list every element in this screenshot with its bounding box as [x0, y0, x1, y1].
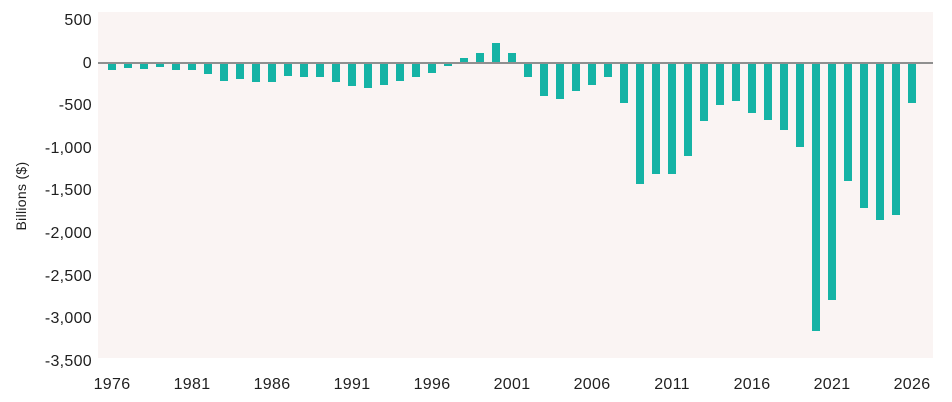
- bar-2006: [588, 63, 596, 85]
- bar-2021: [828, 63, 836, 301]
- bar-1999: [476, 52, 484, 64]
- bar-1994: [396, 63, 404, 81]
- bar-1991: [348, 63, 356, 87]
- x-tick-label-2016: 2016: [733, 376, 771, 393]
- bar-2020: [812, 63, 820, 331]
- bar-1986: [268, 63, 276, 83]
- bar-2026: [908, 63, 916, 103]
- bar-1993: [380, 63, 388, 86]
- bar-2013: [700, 63, 708, 122]
- bar-2011: [668, 63, 676, 175]
- x-tick-label-1996: 1996: [413, 376, 451, 393]
- bar-2022: [844, 63, 852, 181]
- bar-1982: [204, 63, 212, 75]
- bar-2004: [556, 63, 564, 99]
- bar-2018: [780, 63, 788, 130]
- bar-1980: [172, 63, 180, 70]
- bar-2019: [796, 63, 804, 148]
- bar-2025: [892, 63, 900, 216]
- bar-2023: [860, 63, 868, 209]
- x-tick-label-2011: 2011: [654, 376, 690, 393]
- bar-1985: [252, 63, 260, 82]
- bar-2017: [764, 63, 772, 121]
- bar-1988: [300, 63, 308, 77]
- x-tick-label-1991: 1991: [333, 376, 371, 393]
- bar-1996: [428, 63, 436, 73]
- bar-1976: [108, 63, 116, 70]
- x-tick-label-2006: 2006: [573, 376, 611, 393]
- y-tick-label-0: 0: [82, 54, 92, 72]
- bar-2001: [508, 52, 516, 64]
- x-tick-label-1986: 1986: [253, 376, 291, 393]
- bar-2014: [716, 63, 724, 105]
- y-tick-label--1000: -1,000: [44, 139, 92, 157]
- bar-1990: [332, 63, 340, 83]
- bar-1978: [140, 63, 148, 69]
- y-tick-label-500: 500: [64, 11, 92, 29]
- bar-1998: [460, 57, 468, 64]
- bar-1989: [316, 63, 324, 77]
- bar-1992: [364, 63, 372, 89]
- bar-1983: [220, 63, 228, 82]
- bar-2005: [572, 63, 580, 91]
- bar-2002: [524, 63, 532, 77]
- y-tick-label--2000: -2,000: [44, 225, 92, 243]
- bar-1997: [444, 63, 452, 66]
- bar-2000: [492, 43, 500, 64]
- bar-1995: [412, 63, 420, 78]
- y-tick-label--3500: -3,500: [44, 353, 92, 371]
- bar-2008: [620, 63, 628, 103]
- y-tick-label--3000: -3,000: [44, 310, 92, 328]
- bar-1987: [284, 63, 292, 77]
- bar-2024: [876, 63, 884, 220]
- y-tick-label--500: -500: [58, 97, 92, 115]
- bar-1979: [156, 63, 164, 67]
- bar-2015: [732, 63, 740, 101]
- y-tick-label--2500: -2,500: [44, 267, 92, 285]
- bar-2012: [684, 63, 692, 157]
- bar-2007: [604, 63, 612, 78]
- x-tick-label-1981: 1981: [173, 376, 211, 393]
- y-tick-label--1500: -1,500: [44, 182, 92, 200]
- x-tick-label-2021: 2021: [813, 376, 851, 393]
- bar-1984: [236, 63, 244, 80]
- x-tick-label-2026: 2026: [893, 376, 931, 393]
- bar-1977: [124, 63, 132, 69]
- bar-2010: [652, 63, 660, 174]
- bar-2009: [636, 63, 644, 184]
- bar-2003: [540, 63, 548, 96]
- bar-1981: [188, 63, 196, 71]
- zero-axis-line: [98, 62, 933, 64]
- x-tick-label-1976: 1976: [93, 376, 131, 393]
- x-tick-label-2001: 2001: [493, 376, 531, 393]
- bar-2016: [748, 63, 756, 114]
